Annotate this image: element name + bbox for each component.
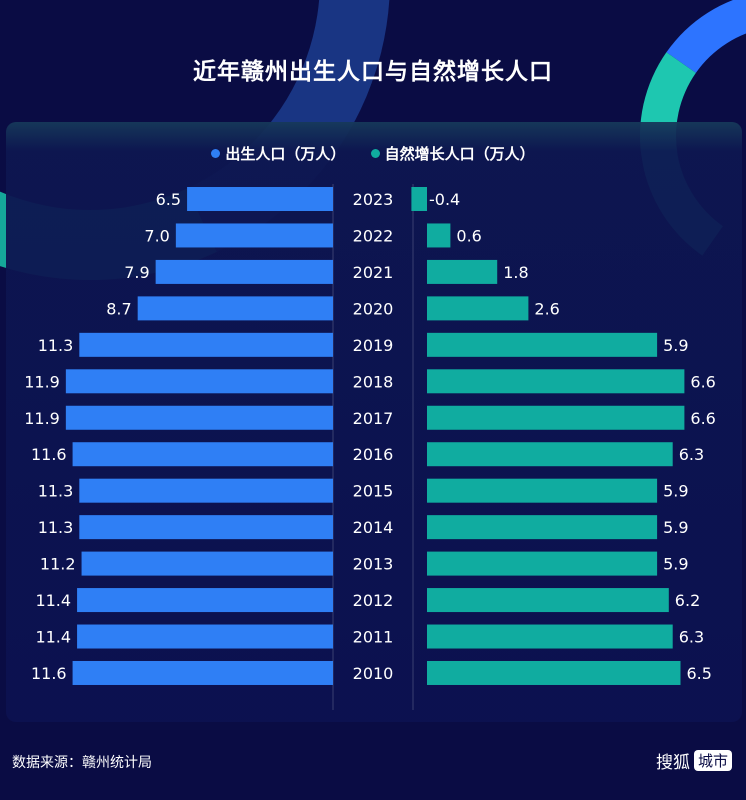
birth-bar xyxy=(81,551,333,576)
legend-item-natural-growth: 自然增长人口（万人） xyxy=(370,143,535,164)
year-label: 2014 xyxy=(353,518,394,537)
growth-bar xyxy=(427,259,498,284)
year-label: 2015 xyxy=(353,482,394,501)
birth-value-label: 7.0 xyxy=(144,226,169,245)
brand-tag: 城市 xyxy=(693,750,732,771)
growth-bar xyxy=(427,624,673,649)
year-label: 2020 xyxy=(353,299,394,318)
growth-bar xyxy=(427,369,685,394)
year-label: 2012 xyxy=(353,591,394,610)
year-label: 2023 xyxy=(353,190,394,209)
legend-dot-icon xyxy=(211,149,221,158)
birth-bar xyxy=(175,223,333,248)
growth-bar xyxy=(427,515,658,540)
year-label: 2021 xyxy=(353,263,394,282)
birth-value-label: 11.3 xyxy=(38,518,74,537)
birth-bar xyxy=(79,332,333,357)
birth-value-label: 11.9 xyxy=(24,372,60,391)
year-label: 2019 xyxy=(353,336,394,355)
growth-value-label: 6.3 xyxy=(679,628,704,647)
birth-bar xyxy=(79,515,333,540)
birth-bar xyxy=(65,369,333,394)
birth-value-label: 11.6 xyxy=(31,664,67,683)
growth-bar xyxy=(427,296,529,321)
birth-value-label: 7.9 xyxy=(124,263,149,282)
year-label: 2022 xyxy=(353,226,394,245)
year-label: 2016 xyxy=(353,445,394,464)
birth-bar xyxy=(65,405,333,430)
source-note: 数据来源：赣州统计局 xyxy=(12,755,152,771)
birth-bar xyxy=(77,588,333,613)
growth-bar xyxy=(427,660,681,685)
year-label: 2013 xyxy=(353,555,394,574)
chart-title: 近年赣州出生人口与自然增长人口 xyxy=(193,59,553,85)
growth-value-label: 5.9 xyxy=(663,518,688,537)
birth-bar xyxy=(72,660,333,685)
growth-value-label: 0.6 xyxy=(456,226,481,245)
growth-bar xyxy=(427,551,658,576)
birth-value-label: 11.2 xyxy=(40,555,76,574)
growth-value-label: 6.6 xyxy=(690,409,715,428)
birth-value-label: 11.4 xyxy=(35,628,71,647)
growth-value-label: 6.3 xyxy=(679,445,704,464)
growth-bar xyxy=(427,332,658,357)
birth-bar xyxy=(72,442,333,467)
birth-bar xyxy=(137,296,333,321)
birth-bar xyxy=(187,187,333,211)
year-label: 2010 xyxy=(353,664,394,683)
growth-bar xyxy=(427,442,673,467)
birth-value-label: 11.3 xyxy=(38,482,74,501)
growth-value-label: 6.6 xyxy=(690,372,715,391)
birth-bar xyxy=(77,624,333,649)
growth-bar xyxy=(427,588,669,613)
legend: 出生人口（万人） 自然增长人口（万人） xyxy=(0,143,746,164)
growth-value-label: 6.2 xyxy=(675,591,700,610)
birth-value-label: 11.4 xyxy=(35,591,71,610)
brand-logo: 搜狐 城市 xyxy=(656,748,732,773)
legend-label: 出生人口（万人） xyxy=(225,145,346,163)
growth-bar xyxy=(411,187,427,211)
birth-value-label: 11.3 xyxy=(38,336,74,355)
growth-bar xyxy=(427,405,685,430)
growth-value-label: 1.8 xyxy=(503,263,528,282)
growth-value-label: 5.9 xyxy=(663,555,688,574)
year-label: 2018 xyxy=(353,372,394,391)
growth-value-label: 2.6 xyxy=(534,299,559,318)
growth-bar xyxy=(427,223,451,248)
birth-value-label: 6.5 xyxy=(156,190,181,209)
year-label: 2011 xyxy=(353,628,394,647)
growth-bar xyxy=(427,478,658,503)
growth-value-label: 5.9 xyxy=(663,482,688,501)
legend-dot-icon xyxy=(370,149,380,158)
birth-value-label: 11.6 xyxy=(31,445,67,464)
birth-value-label: 11.9 xyxy=(24,409,60,428)
birth-bar xyxy=(155,259,333,284)
birth-value-label: 8.7 xyxy=(106,299,131,318)
legend-item-births: 出生人口（万人） xyxy=(211,143,345,164)
brand-name: 搜狐 xyxy=(655,753,690,773)
growth-value-label: 6.5 xyxy=(687,664,712,683)
legend-label: 自然增长人口（万人） xyxy=(384,145,535,163)
growth-value-label: 5.9 xyxy=(663,336,688,355)
birth-bar xyxy=(79,478,333,503)
growth-value-label: -0.4 xyxy=(429,190,460,209)
year-label: 2017 xyxy=(353,409,394,428)
